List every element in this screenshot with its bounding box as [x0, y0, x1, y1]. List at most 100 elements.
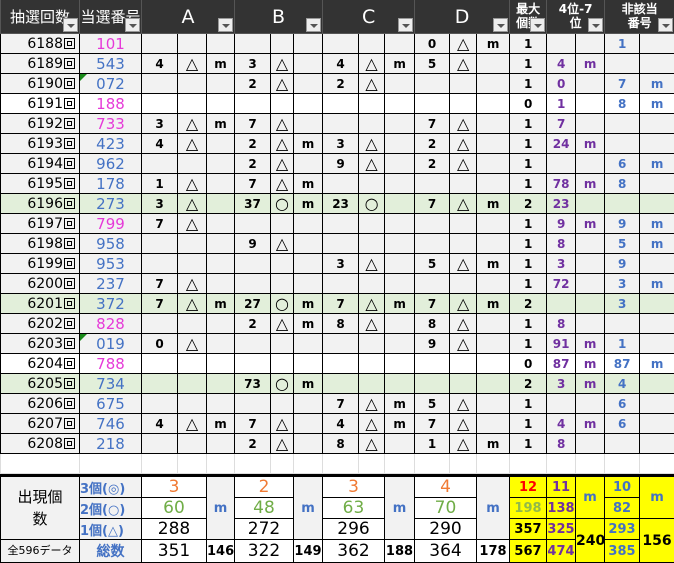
- max-count: 1: [510, 174, 547, 194]
- checkbox-icon[interactable]: [64, 358, 75, 369]
- empty-cell: [271, 454, 294, 474]
- group-c-mark: [385, 74, 415, 94]
- group-c-digit: [323, 174, 359, 194]
- non-matching-value: 3: [605, 294, 640, 314]
- checkbox-icon[interactable]: [64, 118, 75, 129]
- checkbox-icon[interactable]: [64, 238, 75, 249]
- group-a-symbol: [178, 374, 207, 394]
- rank-4-7-value: [547, 34, 576, 54]
- checkbox-icon[interactable]: [64, 58, 75, 69]
- checkbox-icon[interactable]: [64, 378, 75, 389]
- checkbox-icon[interactable]: [64, 198, 75, 209]
- filter-dropdown-icon[interactable]: [398, 18, 413, 32]
- group-a-symbol: △: [178, 114, 207, 134]
- checkbox-icon[interactable]: [64, 38, 75, 49]
- checkbox-icon[interactable]: [64, 398, 75, 409]
- checkbox-icon[interactable]: [64, 318, 75, 329]
- checkbox-icon[interactable]: [64, 278, 75, 289]
- non-matching-value: [605, 114, 640, 134]
- checkbox-icon[interactable]: [64, 98, 75, 109]
- non-matching-value: 6: [605, 394, 640, 414]
- group-a-mark: [207, 154, 235, 174]
- rank-4-7-value: 91: [547, 334, 576, 354]
- empty-cell: [576, 454, 605, 474]
- checkbox-icon[interactable]: [64, 438, 75, 449]
- rank-4-7-mark: m: [576, 134, 605, 154]
- non-matching-mark: [640, 394, 674, 414]
- m-label: m: [294, 476, 323, 540]
- draw-number-cell: 6204: [1, 354, 80, 374]
- group-c-symbol: [359, 34, 385, 54]
- filter-dropdown-icon[interactable]: [306, 18, 321, 32]
- group-b-symbol: ○: [271, 374, 294, 394]
- winning-number: 188: [80, 94, 142, 114]
- header-max-count: 最大個数: [510, 0, 547, 34]
- checkbox-icon[interactable]: [64, 218, 75, 229]
- max-count: 1: [510, 314, 547, 334]
- group-c-digit: 3: [323, 254, 359, 274]
- winning-number: 543: [80, 54, 142, 74]
- group-a-digit: [142, 314, 178, 334]
- rank-4-7-mark: [576, 74, 605, 94]
- group-c-symbol: [359, 114, 385, 134]
- max-count: 0: [510, 94, 547, 114]
- filter-dropdown-icon[interactable]: [218, 18, 233, 32]
- filter-dropdown-icon[interactable]: [588, 18, 603, 32]
- checkbox-icon[interactable]: [64, 258, 75, 269]
- draw-number: 6202: [27, 316, 63, 332]
- checkbox-icon[interactable]: [64, 138, 75, 149]
- filter-dropdown-icon[interactable]: [493, 18, 508, 32]
- winning-number: 218: [80, 434, 142, 454]
- checkbox-icon[interactable]: [64, 338, 75, 349]
- group-c-mark: m: [385, 294, 415, 314]
- group-a-symbol: △: [178, 214, 207, 234]
- group-d-digit: 0: [415, 34, 450, 54]
- checkbox-icon[interactable]: [64, 158, 75, 169]
- group-c-mark: [385, 254, 415, 274]
- draw-number: 6190: [27, 76, 63, 92]
- rank-4-7-mark: [576, 194, 605, 214]
- checkbox-icon[interactable]: [64, 178, 75, 189]
- filter-dropdown-icon[interactable]: [63, 18, 78, 32]
- draw-number-cell: 6206: [1, 394, 80, 414]
- draw-number: 6189: [27, 56, 63, 72]
- checkbox-icon[interactable]: [64, 418, 75, 429]
- checkbox-icon[interactable]: [64, 298, 75, 309]
- checkbox-icon[interactable]: [64, 78, 75, 89]
- group-b-digit: [235, 274, 271, 294]
- draw-number-cell: 6198: [1, 234, 80, 254]
- group-d-symbol: △: [450, 294, 477, 314]
- group-b-symbol: [271, 94, 294, 114]
- rank-4-7-value: 4: [547, 414, 576, 434]
- draw-number-cell: 6189: [1, 54, 80, 74]
- filter-dropdown-icon[interactable]: [125, 18, 140, 32]
- rank-4-7-mark: [576, 434, 605, 454]
- max-count: 1: [510, 434, 547, 454]
- filter-dropdown-icon[interactable]: [530, 18, 545, 32]
- empty-cell: [415, 454, 450, 474]
- filter-dropdown-icon[interactable]: [658, 18, 673, 32]
- group-d-symbol: [450, 374, 477, 394]
